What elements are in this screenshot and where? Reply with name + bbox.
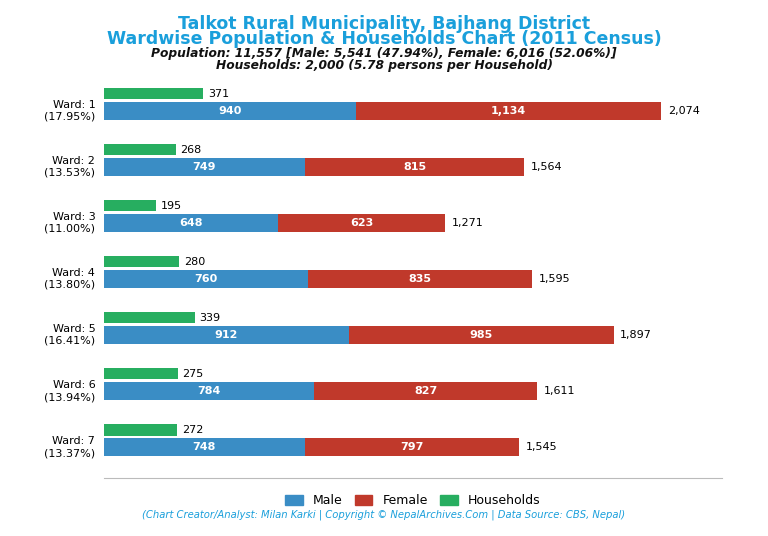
Text: 815: 815 [403, 162, 426, 172]
Text: 623: 623 [350, 218, 373, 228]
Text: Talkot Rural Municipality, Bajhang District: Talkot Rural Municipality, Bajhang Distr… [178, 15, 590, 33]
Text: 648: 648 [179, 218, 203, 228]
Bar [305, 438, 519, 456]
Text: 760: 760 [194, 274, 217, 284]
Text: 827: 827 [414, 386, 437, 396]
Bar [104, 438, 305, 456]
Bar [104, 144, 176, 155]
Text: Households: 2,000 (5.78 persons per Household): Households: 2,000 (5.78 persons per Hous… [216, 59, 552, 72]
Text: Population: 11,557 [Male: 5,541 (47.94%), Female: 6,016 (52.06%)]: Population: 11,557 [Male: 5,541 (47.94%)… [151, 47, 617, 60]
Bar [104, 88, 204, 99]
Text: 1,595: 1,595 [539, 274, 571, 284]
Bar [104, 158, 305, 176]
Bar [104, 312, 195, 323]
Bar [314, 382, 537, 400]
Text: 371: 371 [208, 88, 230, 99]
Text: 835: 835 [409, 274, 432, 284]
Bar [104, 102, 356, 120]
Bar [104, 368, 177, 379]
Text: Wardwise Population & Households Chart (2011 Census): Wardwise Population & Households Chart (… [107, 30, 661, 48]
Text: 2,074: 2,074 [668, 106, 700, 116]
Bar [308, 270, 532, 288]
Text: 784: 784 [197, 386, 220, 396]
Bar [349, 326, 614, 344]
Bar [104, 326, 349, 344]
Text: 940: 940 [218, 106, 242, 116]
Text: 797: 797 [400, 442, 423, 452]
Text: 272: 272 [181, 425, 203, 435]
Text: 1,611: 1,611 [544, 386, 575, 396]
Legend: Male, Female, Households: Male, Female, Households [280, 489, 545, 512]
Text: 1,897: 1,897 [621, 330, 652, 340]
Bar [356, 102, 661, 120]
Bar [278, 214, 445, 232]
Text: 985: 985 [469, 330, 493, 340]
Text: 1,271: 1,271 [452, 218, 484, 228]
Bar [104, 425, 177, 436]
Bar [104, 256, 179, 267]
Text: 1,134: 1,134 [492, 106, 526, 116]
Bar [305, 158, 524, 176]
Text: 1,564: 1,564 [531, 162, 562, 172]
Text: 280: 280 [184, 257, 205, 267]
Text: 912: 912 [214, 330, 238, 340]
Text: 268: 268 [180, 145, 202, 155]
Text: 275: 275 [183, 369, 204, 379]
Bar [104, 270, 308, 288]
Text: (Chart Creator/Analyst: Milan Karki | Copyright © NepalArchives.Com | Data Sourc: (Chart Creator/Analyst: Milan Karki | Co… [142, 509, 626, 520]
Text: 748: 748 [193, 442, 216, 452]
Text: 1,545: 1,545 [526, 442, 558, 452]
Text: 195: 195 [161, 200, 182, 211]
Bar [104, 214, 278, 232]
Text: 339: 339 [200, 313, 220, 323]
Text: 749: 749 [193, 162, 216, 172]
Bar [104, 200, 156, 211]
Bar [104, 382, 314, 400]
